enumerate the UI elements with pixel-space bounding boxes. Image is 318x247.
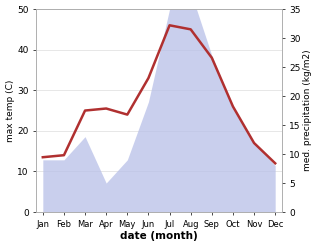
X-axis label: date (month): date (month) <box>120 231 198 242</box>
Y-axis label: max temp (C): max temp (C) <box>5 79 15 142</box>
Y-axis label: med. precipitation (kg/m2): med. precipitation (kg/m2) <box>303 50 313 171</box>
